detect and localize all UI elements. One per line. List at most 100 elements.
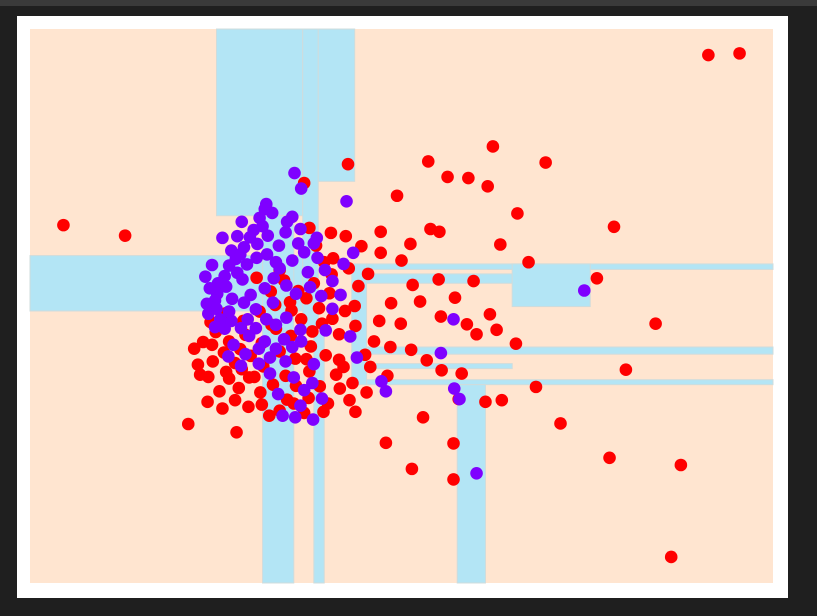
data-point: [306, 376, 319, 390]
data-point: [554, 417, 567, 430]
data-point: [291, 237, 305, 250]
data-point: [216, 402, 229, 415]
data-point: [529, 380, 543, 394]
data-point: [343, 393, 356, 407]
data-point: [294, 335, 308, 348]
decision-region-8: [366, 346, 774, 355]
data-point: [404, 237, 417, 251]
data-point: [235, 215, 249, 229]
data-point: [276, 409, 289, 422]
data-point: [269, 342, 283, 355]
data-point: [374, 225, 387, 239]
decision-region-10: [366, 379, 774, 386]
data-point: [664, 550, 678, 564]
data-point: [324, 226, 338, 240]
data-point: [118, 229, 132, 242]
data-point: [288, 411, 302, 424]
data-point: [404, 343, 418, 357]
data-point: [230, 229, 244, 243]
data-point: [205, 338, 219, 352]
data-point: [306, 413, 320, 426]
data-point: [511, 207, 524, 220]
data-point: [237, 296, 251, 309]
data-point: [379, 436, 393, 450]
data-point: [349, 319, 362, 333]
data-point: [448, 291, 462, 304]
data-point: [339, 229, 353, 243]
data-point: [266, 296, 280, 309]
data-point: [269, 318, 283, 332]
data-point: [280, 279, 293, 292]
data-point: [205, 258, 219, 272]
decision-region-4: [317, 28, 356, 182]
data-point: [297, 383, 311, 397]
decision-region-7: [511, 263, 591, 308]
decision-region-0: [215, 28, 304, 217]
data-point: [455, 367, 468, 380]
data-point: [590, 272, 604, 285]
data-point: [304, 340, 318, 353]
data-point: [248, 370, 261, 384]
data-point: [239, 347, 252, 361]
data-point: [191, 358, 205, 372]
data-point: [260, 248, 274, 261]
data-point: [285, 210, 299, 224]
data-point: [435, 363, 448, 377]
data-point: [213, 385, 226, 398]
data-point: [228, 393, 242, 407]
data-point: [233, 248, 247, 261]
data-point: [467, 274, 480, 288]
data-point: [227, 338, 240, 352]
data-point: [303, 280, 317, 294]
data-point: [453, 392, 466, 406]
data-point: [346, 376, 359, 390]
data-point: [258, 202, 272, 216]
data-point: [349, 405, 362, 419]
data-point: [470, 327, 483, 341]
data-point: [288, 352, 302, 365]
data-point: [416, 411, 430, 424]
data-point: [363, 360, 377, 374]
data-point: [348, 299, 361, 313]
data-point: [216, 231, 229, 245]
data-point: [261, 229, 275, 242]
data-point: [346, 246, 360, 260]
data-point: [193, 368, 207, 381]
data-point: [219, 280, 233, 293]
data-point: [332, 353, 346, 367]
data-point: [326, 274, 339, 288]
data-point: [340, 194, 353, 208]
data-point: [259, 312, 273, 326]
data-point: [294, 182, 308, 195]
data-point: [225, 314, 238, 328]
data-point: [434, 310, 448, 323]
data-point: [447, 437, 460, 450]
data-point: [288, 166, 301, 180]
data-point: [481, 180, 494, 193]
data-point: [199, 270, 212, 283]
window-top-bar: [0, 0, 817, 6]
data-point: [607, 220, 621, 234]
data-point: [326, 302, 339, 316]
data-point: [277, 332, 291, 346]
data-point: [241, 312, 254, 326]
data-point: [250, 251, 263, 265]
data-point: [314, 289, 328, 303]
data-point: [702, 48, 715, 62]
data-point: [326, 312, 339, 326]
data-point: [434, 346, 448, 360]
data-point: [486, 140, 500, 153]
data-point: [242, 329, 256, 343]
data-point: [337, 257, 350, 271]
data-point: [240, 258, 254, 271]
data-point: [367, 335, 381, 348]
decision-region-12: [456, 384, 486, 584]
data-point: [294, 399, 307, 413]
data-point: [280, 311, 293, 324]
data-point: [341, 157, 355, 171]
data-point: [334, 288, 347, 302]
data-point: [319, 324, 333, 337]
data-point: [255, 398, 269, 411]
data-point: [312, 301, 326, 315]
data-point: [230, 426, 243, 439]
